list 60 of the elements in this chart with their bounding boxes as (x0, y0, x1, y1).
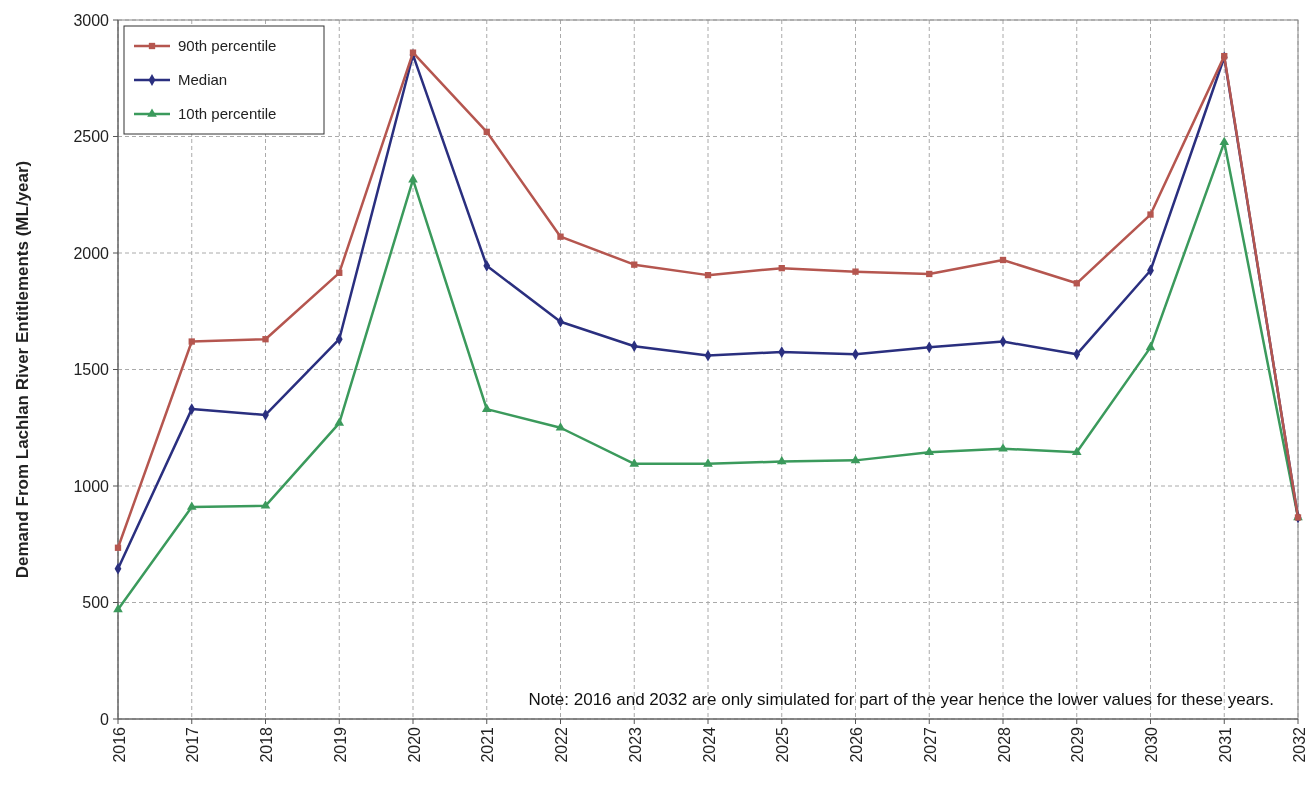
point (409, 49, 417, 56)
point (408, 174, 418, 183)
point (262, 336, 269, 343)
x-tick-label: 2026 (848, 726, 866, 763)
point (778, 264, 785, 272)
x-tick-label: 2029 (1069, 726, 1087, 763)
point (704, 271, 712, 279)
x-tick-label: 2019 (331, 726, 349, 763)
point (114, 544, 122, 551)
point (1071, 446, 1082, 455)
point (557, 233, 564, 240)
y-tick-label: 2500 (73, 128, 110, 146)
x-tick-label: 2024 (700, 726, 718, 763)
point (555, 422, 566, 431)
x-tick-label: 2031 (1216, 726, 1234, 763)
point (113, 603, 123, 613)
x-tick-label: 2018 (258, 726, 276, 763)
x-tick-label: 2020 (405, 726, 423, 763)
point (926, 270, 933, 278)
point (334, 417, 345, 426)
x-tick-label: 2023 (626, 726, 644, 763)
point (336, 269, 343, 276)
y-tick-label: 1500 (73, 361, 110, 379)
point (776, 455, 787, 465)
legend-label: 90th percentile (178, 37, 277, 55)
x-tick-label: 2028 (995, 726, 1013, 763)
legend-label: Median (178, 71, 228, 89)
x-tick-label: 2021 (479, 726, 497, 763)
x-tick-label: 2016 (110, 726, 128, 763)
y-tick-label: 500 (82, 594, 110, 612)
x-tick-label: 2027 (921, 726, 939, 763)
point (924, 446, 935, 455)
point (852, 268, 859, 275)
point (483, 128, 490, 135)
y-tick-label: 2000 (73, 244, 110, 262)
point (703, 458, 713, 467)
point (1145, 341, 1156, 351)
point (481, 403, 492, 412)
annotation: Note: 2016 and 2032 are only simulated for part of the year hence the lower values for these years. (528, 690, 1274, 709)
point (1219, 136, 1230, 146)
y-tick-label: 3000 (73, 11, 110, 29)
point (629, 458, 640, 467)
x-tick-label: 2017 (184, 726, 202, 763)
point (1221, 52, 1228, 60)
x-tick-label: 2022 (553, 726, 571, 763)
y-axis-title: Demand From Lachlan River Entitlements (ML/year) (13, 160, 32, 579)
point (188, 338, 195, 345)
point (631, 261, 638, 268)
y-tick-label: 1000 (73, 477, 110, 495)
legend-label: 10th percentile (178, 105, 277, 123)
point (1073, 280, 1080, 287)
x-tick-label: 2032 (1290, 726, 1308, 763)
y-tick-label: 0 (100, 710, 110, 728)
x-tick-label: 2030 (1143, 726, 1161, 763)
point (1147, 211, 1154, 218)
point (186, 501, 197, 510)
point (999, 256, 1007, 264)
point (260, 500, 271, 509)
x-tick-label: 2025 (774, 726, 792, 763)
point (850, 454, 861, 464)
